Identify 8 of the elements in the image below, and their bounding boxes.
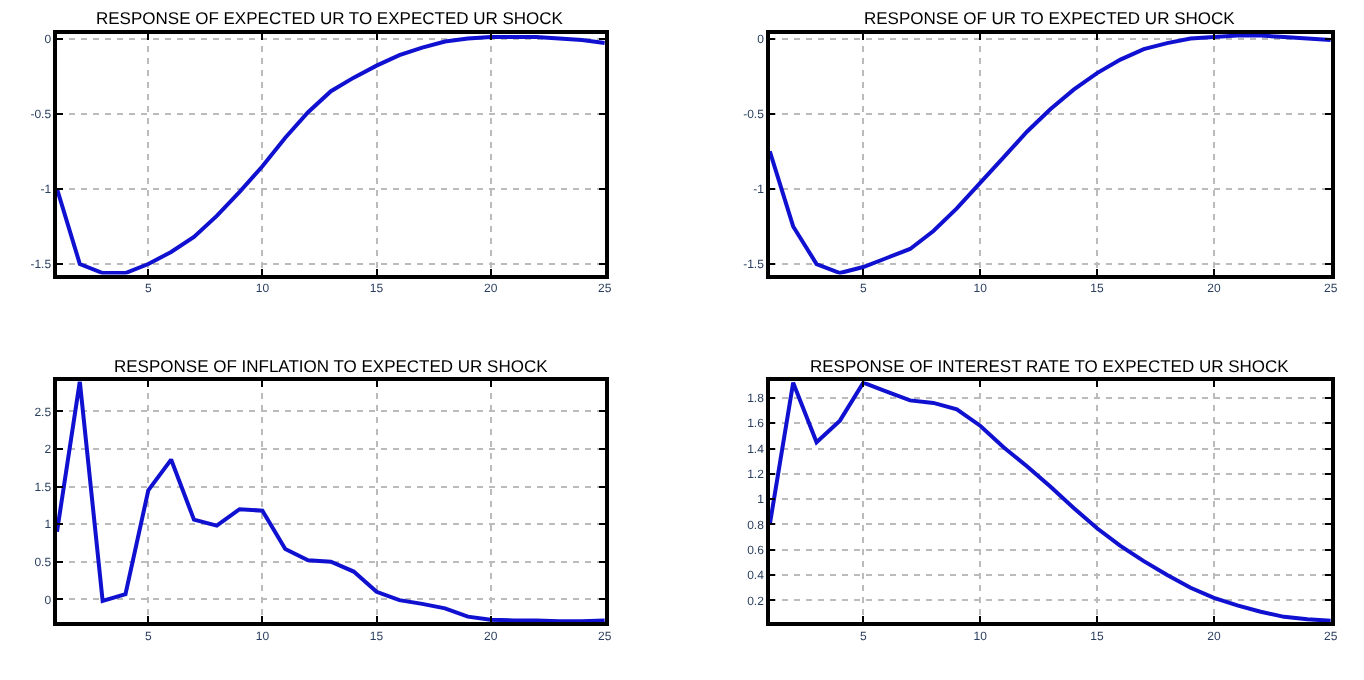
chart-title: RESPONSE OF EXPECTED UR TO EXPECTED UR SHOCK — [96, 8, 564, 28]
chart-title: RESPONSE OF UR TO EXPECTED UR SHOCK — [864, 8, 1236, 28]
line-series — [769, 34, 1331, 275]
line-series — [769, 381, 1331, 622]
chart-title: RESPONSE OF INTEREST RATE TO EXPECTED UR SHOCK — [810, 356, 1290, 376]
line-series — [57, 35, 605, 275]
chart-title: RESPONSE OF INFLATION TO EXPECTED UR SHOCK — [114, 356, 549, 376]
line-series — [57, 381, 605, 622]
